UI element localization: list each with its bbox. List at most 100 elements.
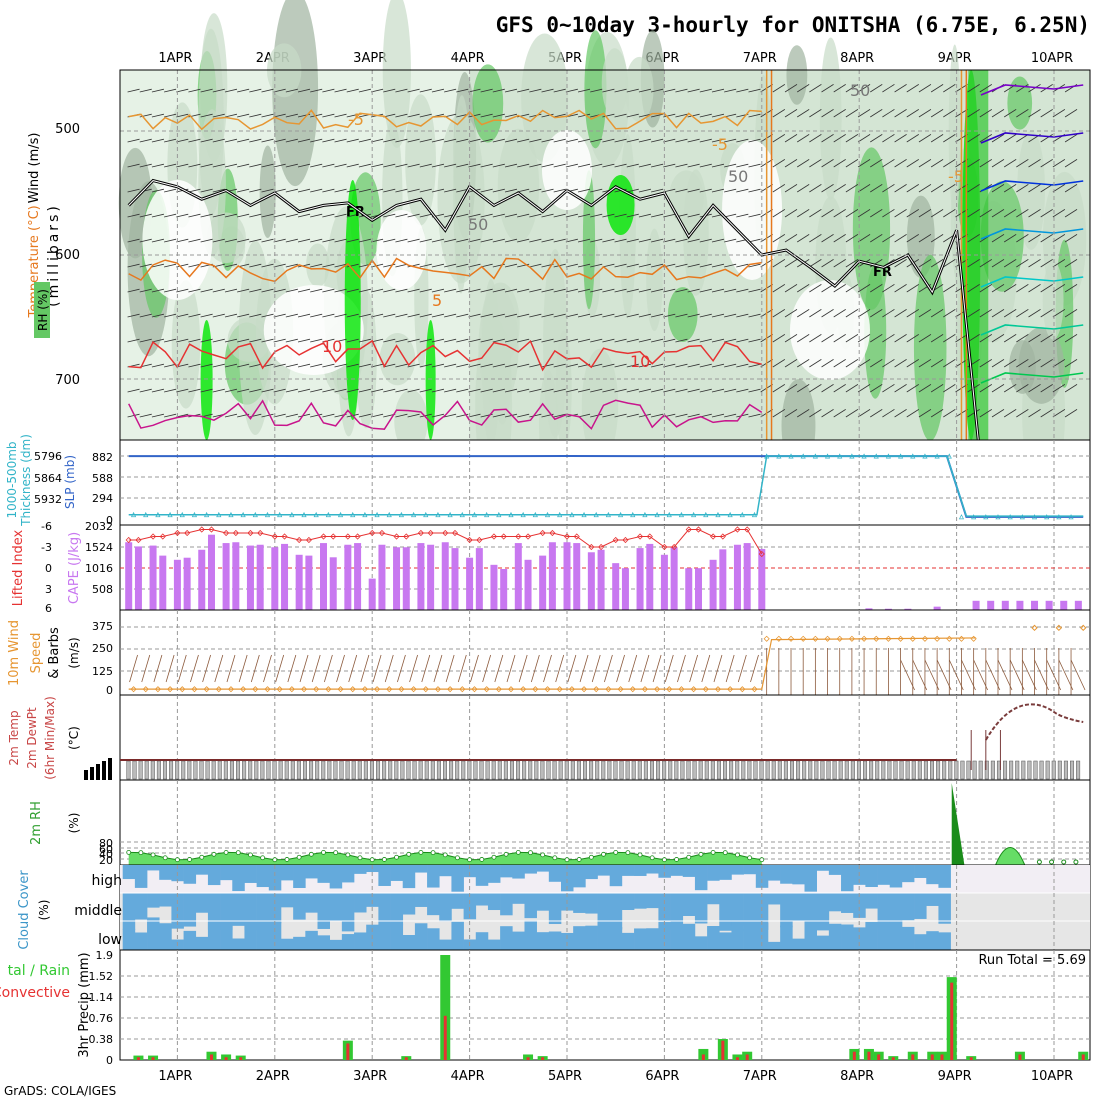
wind10-barb: [664, 654, 674, 683]
rh-blob: [206, 212, 246, 264]
wind-marker: [763, 635, 770, 642]
temp-bar: [692, 760, 697, 780]
cloud-mid-bar: [828, 893, 842, 912]
wind10-barb: [470, 654, 479, 683]
x-label-bottom: 8APR: [840, 1069, 874, 1084]
wind-barb: [310, 213, 323, 218]
slp-label: SLP (mb): [63, 455, 77, 509]
wind-barb: [322, 238, 335, 243]
temp-bar: [534, 760, 539, 780]
cloud-high-bar: [122, 865, 136, 880]
rh2m-marker: [1036, 859, 1042, 865]
cloud-high-bar: [183, 865, 197, 884]
cloud-high-bar: [914, 865, 927, 878]
precip-conv-bar: [1018, 1054, 1022, 1060]
wind-barb: [383, 388, 396, 393]
wind-barb: [675, 113, 688, 118]
wind-barb: [943, 209, 956, 218]
cloud-mid-bar: [926, 893, 939, 906]
wind-barb: [1028, 284, 1041, 293]
wind-barb: [188, 313, 201, 318]
wind-barb: [224, 263, 238, 268]
wind-barb: [541, 138, 554, 143]
wind-barb: [991, 159, 1005, 168]
rh2m-spike: [951, 783, 965, 865]
wind-barb: [297, 138, 311, 143]
thickness-marker: [398, 511, 404, 518]
cape-bar: [1016, 600, 1024, 610]
wind-barb: [687, 113, 700, 118]
temp-bar: [193, 760, 198, 780]
rh-blob: [581, 348, 619, 463]
cape-bar: [451, 548, 459, 610]
wind-barb: [979, 259, 993, 268]
li-marker: [247, 529, 254, 537]
wind-barb: [651, 238, 664, 243]
wind10-barb: [214, 654, 224, 683]
wind-barb: [894, 234, 907, 243]
temp-bar: [436, 760, 441, 780]
wind-marker: [666, 686, 673, 693]
temp-bar: [583, 760, 588, 780]
wind-barb: [139, 388, 152, 393]
temp-bar: [723, 760, 728, 780]
rh-blob: [948, 44, 961, 220]
wind-barb: [748, 363, 761, 368]
cloud-high-bar: [427, 865, 440, 888]
temp-legend-bar: [102, 761, 106, 780]
rh2m-marker: [710, 849, 716, 855]
wind-barb: [1040, 309, 1053, 318]
wind-barb: [577, 163, 591, 168]
wind-barb: [200, 388, 213, 393]
wind-barb: [602, 213, 615, 218]
wind-barb: [237, 388, 250, 393]
wind10-barb: [153, 654, 163, 683]
wind-barb: [577, 263, 591, 268]
wind-barb: [504, 88, 518, 93]
wind-barb: [237, 288, 250, 293]
rh2m-marker: [357, 855, 363, 861]
li-marker: [159, 533, 166, 540]
wind-barb: [541, 363, 554, 368]
rh-core: [425, 320, 436, 440]
cape-bar: [1060, 600, 1068, 610]
rh2m-marker: [479, 857, 485, 862]
wind-barb: [967, 284, 980, 293]
ytick-700: 700: [55, 373, 80, 388]
wind-barb: [285, 263, 298, 268]
thickness-marker: [1019, 514, 1025, 520]
wind-barb: [663, 338, 676, 343]
x-label-bottom: 5APR: [548, 1069, 582, 1084]
cloud-high-bar: [658, 865, 671, 878]
wind-barb: [1052, 309, 1066, 318]
wind-barb: [918, 159, 932, 168]
wind-barb: [882, 309, 895, 318]
wind-barb: [784, 409, 798, 418]
wind-barb: [870, 384, 883, 393]
rh-blob: [1007, 76, 1033, 130]
wind-barb: [1016, 209, 1029, 218]
precip-ylabel: 3hr Precip (mm): [77, 952, 92, 1057]
wind-barb: [188, 388, 201, 393]
wind-barb: [127, 138, 140, 143]
temp-bar: [376, 760, 381, 780]
precip-tick: 1.9: [96, 949, 114, 962]
rh2m-marker: [381, 857, 387, 862]
cape-bar: [271, 547, 279, 610]
wind10-barb: [397, 654, 406, 683]
cloud-high-bar: [719, 865, 732, 880]
cloud-low-bar: [341, 934, 355, 950]
wind-barb: [1016, 184, 1029, 193]
wind-barb: [468, 238, 481, 243]
wind-barb: [127, 288, 140, 293]
wind-barb: [529, 138, 542, 143]
cape-bar: [378, 544, 386, 610]
temp-bar: [777, 760, 782, 780]
wind-barb: [176, 138, 189, 143]
wind-barb: [614, 363, 627, 368]
wind-barb: [906, 284, 919, 293]
rh2m-area: [126, 783, 1079, 866]
wind-barb: [273, 288, 286, 293]
temp-label-a: 2m Temp: [7, 710, 21, 765]
x-label-top: 4APR: [451, 51, 485, 66]
